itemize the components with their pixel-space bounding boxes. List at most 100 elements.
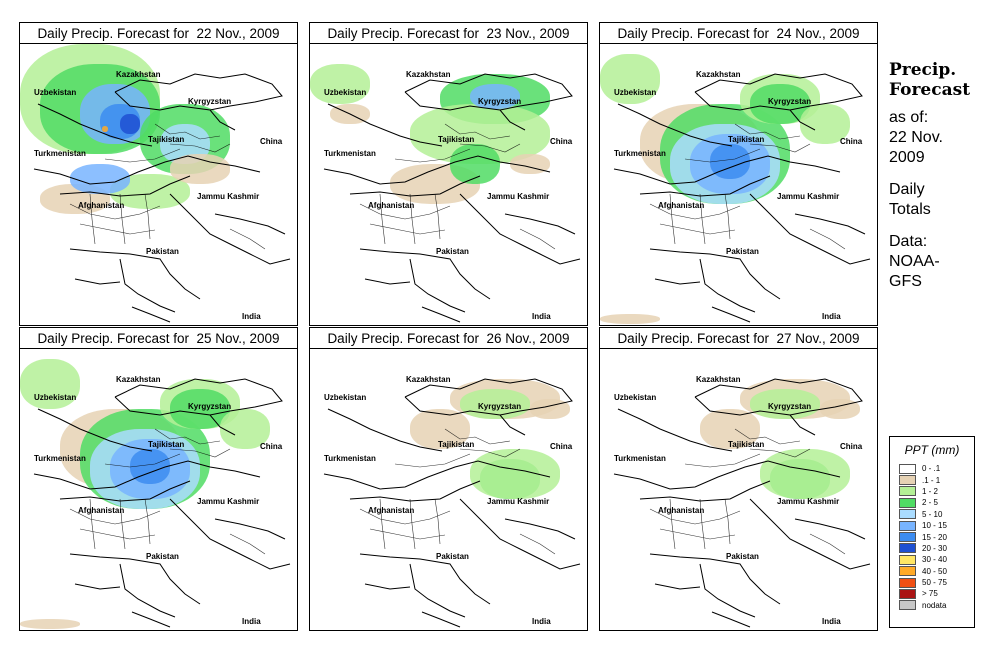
legend-item: 50 - 75	[890, 577, 974, 588]
label-kazakhstan: Kazakhstan	[696, 375, 741, 384]
data-2: NOAA-	[889, 253, 940, 270]
forecast-map: Kazakhstan Uzbekistan Kyrgyzstan Tajikis…	[20, 349, 297, 630]
legend-label: 5 - 10	[922, 509, 943, 519]
legend-item: 30 - 40	[890, 554, 974, 565]
precip-area	[760, 449, 850, 499]
country-borders-map	[323, 378, 581, 628]
legend-swatch	[899, 577, 916, 588]
legend-label: 2 - 5	[922, 498, 939, 508]
label-afghanistan: Afghanistan	[78, 201, 125, 210]
label-turkmenistan: Turkmenistan	[614, 149, 666, 158]
label-turkmenistan: Turkmenistan	[324, 149, 376, 158]
forecast-map: Kazakhstan Uzbekistan Kyrgyzstan Tajikis…	[600, 349, 877, 630]
legend-label: > 75	[922, 589, 938, 599]
label-jammu-kashmir: Jammu Kashmir	[487, 192, 550, 201]
legend-item: 15 - 20	[890, 531, 974, 543]
legend-label: 40 - 50	[922, 566, 947, 576]
label-china: China	[260, 442, 283, 451]
legend-item: 2 - 5	[890, 497, 974, 508]
label-pakistan: Pakistan	[146, 247, 179, 256]
label-turkmenistan: Turkmenistan	[34, 454, 86, 463]
data-3: GFS	[889, 273, 922, 290]
label-india: India	[242, 617, 261, 626]
asof-3: 2009	[889, 149, 925, 166]
label-uzbekistan: Uzbekistan	[324, 393, 367, 402]
label-china: China	[260, 137, 283, 146]
legend-swatch	[899, 600, 916, 611]
panel-title: Daily Precip. Forecast for 24 Nov., 2009	[600, 23, 877, 44]
legend-label: 1 - 2	[922, 486, 939, 496]
panel-title: Daily Precip. Forecast for 22 Nov., 2009	[20, 23, 297, 44]
legend-title: PPT (mm)	[904, 443, 960, 457]
legend-item: 5 - 10	[890, 509, 974, 520]
precip-area	[510, 154, 550, 174]
totals-1: Daily	[889, 181, 925, 198]
panel-title: Daily Precip. Forecast for 25 Nov., 2009	[20, 328, 297, 349]
legend-item: nodata	[890, 600, 974, 611]
legend-swatch	[899, 520, 916, 531]
country-borders-map	[33, 378, 291, 628]
legend-swatch	[899, 463, 916, 474]
forecast-panel-4: Daily Precip. Forecast for 25 Nov., 2009	[19, 327, 298, 631]
legend-swatch	[899, 497, 916, 508]
label-pakistan: Pakistan	[726, 552, 759, 561]
precip-area	[20, 359, 80, 409]
label-turkmenistan: Turkmenistan	[324, 454, 376, 463]
label-tajikistan: Tajikistan	[148, 440, 185, 449]
label-afghanistan: Afghanistan	[368, 506, 415, 515]
label-kyrgyzstan: Kyrgyzstan	[768, 97, 812, 106]
precip-area	[600, 314, 660, 324]
label-uzbekistan: Uzbekistan	[34, 88, 77, 97]
label-jammu-kashmir: Jammu Kashmir	[197, 497, 260, 506]
legend-swatch	[899, 475, 916, 486]
label-china: China	[550, 442, 573, 451]
precip-area	[470, 84, 520, 109]
forecast-panel-1: Daily Precip. Forecast for 22 Nov., 2009	[19, 22, 298, 326]
label-kyrgyzstan: Kyrgyzstan	[188, 402, 232, 411]
legend-item: .1 - 1	[890, 474, 974, 486]
label-kazakhstan: Kazakhstan	[406, 70, 451, 79]
label-uzbekistan: Uzbekistan	[324, 88, 367, 97]
label-turkmenistan: Turkmenistan	[34, 149, 86, 158]
label-china: China	[840, 137, 863, 146]
data-1: Data:	[889, 233, 928, 250]
country-borders-map	[323, 73, 581, 323]
panel-title: Daily Precip. Forecast for 23 Nov., 2009	[310, 23, 587, 44]
sidebar-info: Precip. Forecast as of: 22 Nov. 2009 Dai…	[889, 60, 981, 292]
legend-label: nodata	[922, 600, 947, 610]
sidebar-title-1: Precip.	[889, 60, 957, 80]
country-borders-map	[613, 378, 871, 628]
precip-area	[120, 114, 140, 134]
forecast-map: Kazakhstan Uzbekistan Kyrgyzstan Tajikis…	[20, 44, 297, 325]
legend-item: 1 - 2	[890, 486, 974, 497]
legend-item: 20 - 30	[890, 543, 974, 554]
label-uzbekistan: Uzbekistan	[614, 393, 657, 402]
label-india: India	[532, 617, 551, 626]
label-kazakhstan: Kazakhstan	[406, 375, 451, 384]
forecast-map: Kazakhstan Uzbekistan Kyrgyzstan Tajikis…	[600, 44, 877, 325]
legend-label: 30 - 40	[922, 555, 947, 565]
precip-area	[220, 409, 270, 449]
label-turkmenistan: Turkmenistan	[614, 454, 666, 463]
legend-item: 0 - .1	[890, 463, 974, 474]
legend-swatch	[899, 543, 916, 554]
label-pakistan: Pakistan	[726, 247, 759, 256]
precip-area	[470, 449, 560, 499]
label-uzbekistan: Uzbekistan	[34, 393, 77, 402]
totals-2: Totals	[889, 201, 931, 218]
label-pakistan: Pakistan	[436, 247, 469, 256]
precip-area	[800, 104, 850, 144]
label-india: India	[822, 312, 841, 321]
label-kazakhstan: Kazakhstan	[116, 70, 161, 79]
label-kyrgyzstan: Kyrgyzstan	[478, 97, 522, 106]
precip-area	[600, 54, 660, 104]
forecast-panel-5: Daily Precip. Forecast for 26 Nov., 2009	[309, 327, 588, 631]
forecast-map: Kazakhstan Uzbekistan Kyrgyzstan Tajikis…	[310, 44, 587, 325]
label-tajikistan: Tajikistan	[438, 135, 475, 144]
panel-title: Daily Precip. Forecast for 26 Nov., 2009	[310, 328, 587, 349]
forecast-panel-3: Daily Precip. Forecast for 24 Nov., 2009	[599, 22, 878, 326]
forecast-panel-2: Daily Precip. Forecast for 23 Nov., 2009	[309, 22, 588, 326]
label-jammu-kashmir: Jammu Kashmir	[197, 192, 260, 201]
